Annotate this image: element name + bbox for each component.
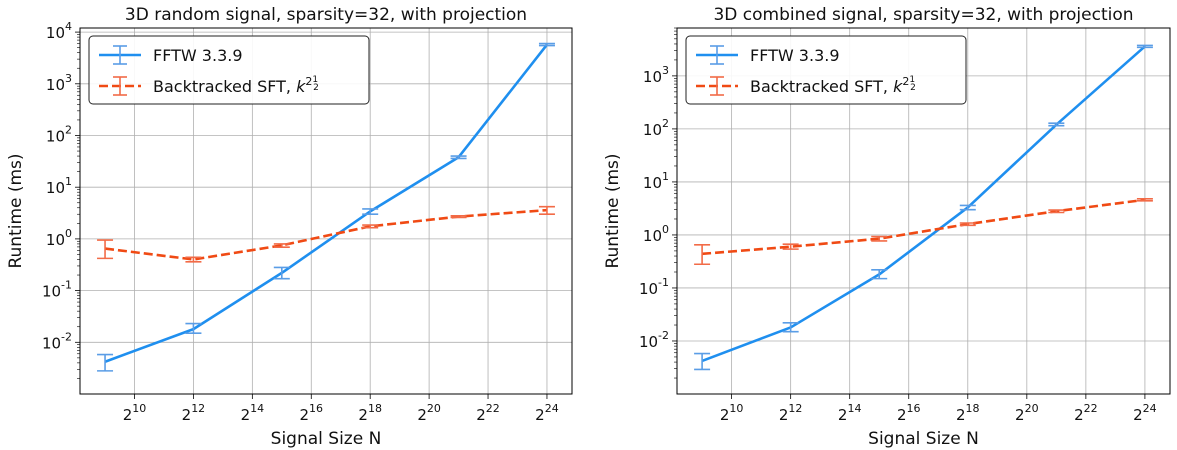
x-tick-label: 222 (1074, 402, 1098, 424)
error-bar (782, 243, 799, 250)
error-bar (1048, 209, 1065, 214)
x-tick-label: 220 (417, 402, 441, 424)
series-line (701, 45, 1146, 363)
chart-combined-signal: 210 212 214 216 218 220 222 224 10-2 10-1 100 101 10… (603, 5, 1171, 449)
error-bar (959, 204, 976, 211)
x-tick-label: 224 (1133, 402, 1157, 424)
x-tick-label: 218 (358, 402, 382, 424)
x-tick-label: 216 (299, 402, 323, 424)
error-bar (694, 352, 711, 371)
x-tick-label: 210 (123, 402, 147, 424)
axes-frame (79, 27, 573, 395)
chart-random-signal: 210 212 214 216 218 220 222 224 10-2 10-1 100 101 10… (6, 5, 573, 449)
y-tick-label: 104 (46, 20, 72, 42)
x-tick-label: 220 (1015, 402, 1039, 424)
series-line (701, 198, 1146, 256)
error-bar (1048, 122, 1065, 127)
error-bar (694, 244, 711, 266)
x-tick-label: 218 (956, 402, 980, 424)
error-bar (782, 322, 799, 333)
error-bar (1136, 198, 1153, 202)
y-tick-label: 101 (46, 175, 72, 197)
legend-box (685, 35, 967, 105)
x-tick-label: 224 (535, 402, 559, 424)
y-tick-label: 10-1 (639, 276, 669, 298)
x-tick-label: 222 (476, 402, 500, 424)
series-fftw (97, 42, 555, 372)
legend-label: FFTW 3.3.9 (750, 46, 840, 65)
legend-label: FFTW 3.3.9 (153, 46, 243, 65)
error-bar (871, 269, 888, 280)
y-tick-label: 100 (643, 223, 669, 245)
y-tick-label: 101 (643, 170, 669, 192)
error-bar (362, 208, 379, 216)
x-tick-label: 212 (182, 402, 206, 424)
legend-label: Backtracked SFT, k21 2 (750, 75, 916, 96)
y-tick-label: 102 (643, 117, 669, 139)
series-backtracked-sft (694, 198, 1153, 266)
series-line (104, 208, 548, 261)
error-bar (450, 214, 467, 219)
y-tick-label: 10-2 (639, 329, 669, 351)
x-tick-label: 214 (241, 402, 265, 424)
series-line (104, 43, 548, 363)
error-bar (273, 243, 290, 249)
error-bar (185, 322, 202, 334)
y-axis-label: Runtime (ms) (6, 153, 26, 268)
x-tick-label: 210 (720, 402, 744, 424)
error-bar (97, 353, 114, 372)
error-bar (1136, 44, 1153, 49)
error-bar (273, 266, 290, 280)
error-bar (871, 235, 888, 242)
error-bar (538, 42, 555, 47)
error-bar (538, 205, 555, 216)
y-tick-label: 10-1 (42, 279, 72, 301)
x-tick-label: 214 (838, 402, 862, 424)
chart-title: 3D random signal, sparsity=32, with proj… (125, 5, 527, 25)
error-bar (362, 224, 379, 229)
legend: FFTW 3.3.9 Backtracked SFT, k21 2 (88, 35, 370, 105)
x-axis-label: Signal Size N (868, 429, 979, 449)
x-tick-label: 216 (897, 402, 921, 424)
y-tick-label: 102 (46, 123, 72, 145)
y-tick-label: 103 (46, 72, 72, 94)
x-tick-label: 212 (779, 402, 803, 424)
chart-title: 3D combined signal, sparsity=32, with pr… (713, 5, 1133, 25)
error-bar (185, 256, 202, 263)
axes-frame (676, 27, 1171, 395)
y-axis-label: Runtime (ms) (603, 153, 623, 268)
y-tick-label: 100 (46, 227, 72, 249)
legend: FFTW 3.3.9 Backtracked SFT, k21 2 (685, 35, 967, 105)
legend-label: Backtracked SFT, k21 2 (153, 75, 319, 96)
y-tick-label: 103 (643, 64, 669, 86)
error-bar (97, 239, 114, 260)
error-bar (450, 155, 467, 160)
error-bar (959, 222, 976, 227)
y-tick-label: 10-2 (42, 330, 72, 352)
series-backtracked-sft (97, 205, 555, 263)
legend-box (88, 35, 370, 105)
series-fftw (694, 44, 1153, 371)
x-axis-label: Signal Size N (271, 429, 382, 449)
